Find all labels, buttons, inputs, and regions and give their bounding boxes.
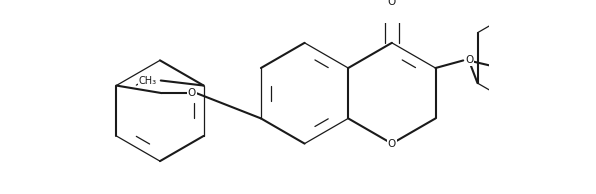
Text: O: O <box>465 55 474 65</box>
Text: O: O <box>388 0 396 7</box>
Text: O: O <box>388 139 396 149</box>
Text: CH₃: CH₃ <box>138 75 156 86</box>
Text: O: O <box>188 88 196 98</box>
